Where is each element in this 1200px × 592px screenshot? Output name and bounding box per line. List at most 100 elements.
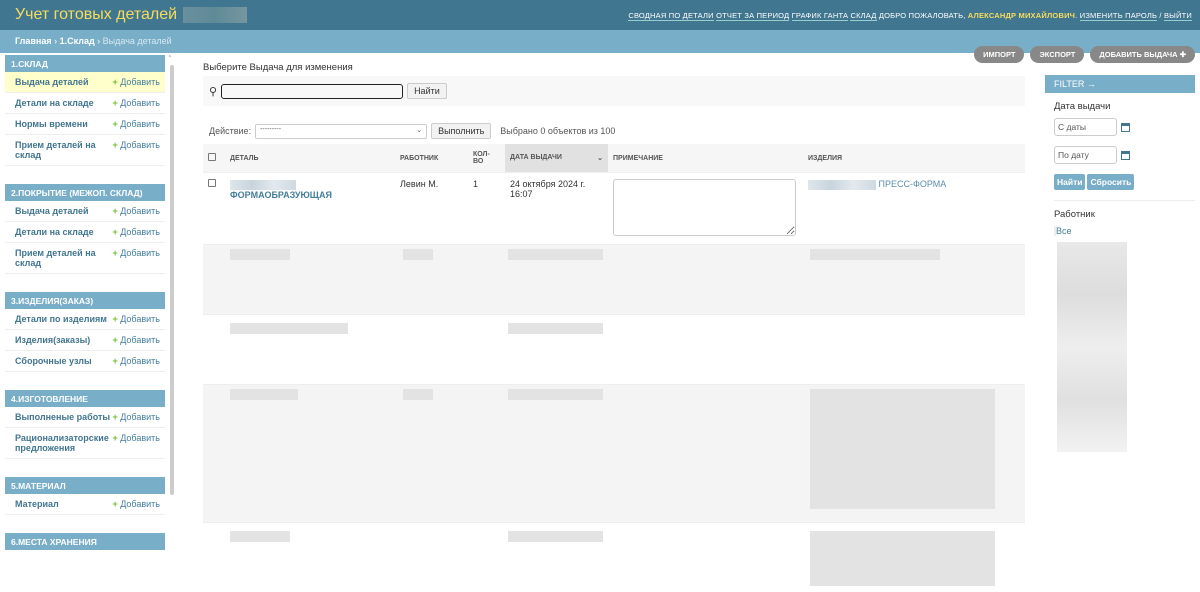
link-gantt[interactable]: График Ганта xyxy=(791,10,849,21)
header: Учет готовых деталей Сводная по детали О… xyxy=(0,0,1200,30)
plus-icon: ✚ xyxy=(1179,50,1186,59)
breadcrumb-section[interactable]: 1.Склад xyxy=(59,36,95,46)
plus-icon: + xyxy=(112,248,118,258)
date-cell: 24 октября 2024 г. 16:07 xyxy=(510,179,586,199)
sidebar-section-header[interactable]: 1.Склад xyxy=(5,55,165,72)
sidebar-section-header[interactable]: 3.Изделия(заказ) xyxy=(5,292,165,309)
plus-icon: + xyxy=(112,227,118,237)
sidebar-item: Изделия(заказы) + Добавить xyxy=(5,330,165,351)
redacted-row xyxy=(203,522,1025,592)
sidebar-add-link[interactable]: + Добавить xyxy=(112,140,160,160)
page-title: Выберите Выдача для изменения xyxy=(203,62,353,73)
sidebar-add-link[interactable]: + Добавить xyxy=(112,206,160,216)
sidebar-item-link[interactable]: Выполненые работы xyxy=(15,412,111,422)
sidebar-scrollbar[interactable]: ˄ xyxy=(168,55,176,569)
site-title-text: Учет готовых деталей xyxy=(15,6,178,23)
actions-bar: Действие: --------- ⌄ Выполнить Выбрано 0… xyxy=(203,123,1025,139)
run-action-button[interactable]: Выполнить xyxy=(431,123,492,139)
link-report[interactable]: Отчет за период xyxy=(716,10,790,21)
logout-link[interactable]: Выйти xyxy=(1163,10,1192,21)
sidebar-item-link[interactable]: Сборочные узлы xyxy=(15,356,92,366)
column-header-date[interactable]: Дата выдачи ⌄ xyxy=(505,144,608,173)
detail-link[interactable]: ФОРМАОБРАЗУЮЩАЯ xyxy=(230,189,332,200)
sidebar-add-link[interactable]: + Добавить xyxy=(112,356,160,366)
import-button[interactable]: Импорт xyxy=(974,46,1025,63)
chevron-down-icon: ⌄ xyxy=(416,126,423,134)
scrollbar-thumb[interactable] xyxy=(170,65,174,495)
column-header-worker[interactable]: Работник xyxy=(395,144,468,173)
filter-header[interactable]: FILTER → xyxy=(1045,75,1195,93)
sidebar-item-link[interactable]: Материал xyxy=(15,499,59,509)
sidebar-item: Нормы времени + Добавить xyxy=(5,114,165,135)
sidebar-item: Прием деталей на склад + Добавить xyxy=(5,243,165,274)
export-button[interactable]: Экспорт xyxy=(1030,46,1085,63)
action-select[interactable]: --------- ⌄ xyxy=(255,123,428,139)
breadcrumb-home[interactable]: Главная xyxy=(15,36,52,46)
sidebar-item-link[interactable]: Детали на складе xyxy=(15,227,94,237)
qty-cell: 1 xyxy=(473,179,479,189)
sidebar-add-link[interactable]: + Добавить xyxy=(112,119,160,129)
sidebar-section-header[interactable]: 4.Изготовление xyxy=(5,390,165,407)
column-header-product[interactable]: Изделия xyxy=(803,144,1025,173)
date-to-input[interactable]: По дату xyxy=(1054,146,1117,164)
sidebar-section: 3.Изделия(заказ) Детали по изделиям + Доба… xyxy=(5,292,165,372)
change-password-link[interactable]: Изменить пароль xyxy=(1079,10,1158,21)
filter-reset-button[interactable]: Сбросить xyxy=(1087,174,1135,190)
sidebar-add-link[interactable]: + Добавить xyxy=(112,227,160,237)
sidebar-section-header[interactable]: 5.Материал xyxy=(5,477,165,494)
site-title[interactable]: Учет готовых деталей xyxy=(15,6,248,24)
sidebar-add-link[interactable]: + Добавить xyxy=(112,412,160,422)
filter-date-title: Дата выдачи xyxy=(1054,101,1111,112)
sidebar-section-header[interactable]: 6.Места хранения xyxy=(5,533,165,550)
column-header-note[interactable]: Примечание xyxy=(608,144,803,173)
sidebar-add-link[interactable]: + Добавить xyxy=(112,433,160,453)
filter-apply-button[interactable]: Найти xyxy=(1054,174,1086,190)
search-icon: ⚲ xyxy=(209,85,218,98)
scroll-up-icon[interactable]: ˄ xyxy=(168,55,172,63)
link-summary[interactable]: Сводная по детали xyxy=(628,10,714,21)
content: Выберите Выдача для изменения ⚲ Найти Де… xyxy=(203,62,1025,592)
date-from-input[interactable]: С даты xyxy=(1054,118,1117,136)
sidebar-item-link[interactable]: Детали по изделиям xyxy=(15,314,107,324)
sidebar-add-link[interactable]: + Добавить xyxy=(112,314,160,324)
add-label: Добавить xyxy=(120,119,160,129)
sidebar-item: Сборочные узлы + Добавить xyxy=(5,351,165,372)
search-button[interactable]: Найти xyxy=(407,83,447,99)
add-label: Добавить xyxy=(120,248,160,258)
add-label: Добавить xyxy=(120,314,160,324)
sidebar-item-link[interactable]: Прием деталей на склад xyxy=(15,140,96,160)
sidebar-section: 2.Покрытие (межоп. склад) Выдача деталей +… xyxy=(5,184,165,274)
add-label: Добавить xyxy=(120,140,160,150)
sidebar-item-link[interactable]: Рационализаторские предложения xyxy=(15,433,109,453)
add-label: Добавить xyxy=(120,499,160,509)
sidebar-item-link[interactable]: Выдача деталей xyxy=(15,206,89,216)
sidebar-add-link[interactable]: + Добавить xyxy=(112,77,160,87)
note-textarea[interactable] xyxy=(613,179,796,236)
sidebar-add-link[interactable]: + Добавить xyxy=(112,248,160,268)
product-link[interactable]: ПРЕСС-ФОРМА xyxy=(878,179,947,189)
sidebar-add-link[interactable]: + Добавить xyxy=(112,335,160,345)
sidebar-item-link[interactable]: Прием деталей на склад xyxy=(15,248,96,268)
filter-all-link[interactable]: Все xyxy=(1054,226,1195,236)
column-header-qty[interactable]: Кол-во xyxy=(468,144,505,173)
calendar-icon[interactable] xyxy=(1121,122,1130,132)
calendar-icon[interactable] xyxy=(1121,150,1130,160)
sidebar-item-link[interactable]: Выдача деталей xyxy=(15,77,89,87)
plus-icon: + xyxy=(112,356,118,366)
user-name: Александр Михайлович xyxy=(967,10,1076,20)
sidebar-add-link[interactable]: + Добавить xyxy=(112,98,160,108)
select-all-checkbox[interactable] xyxy=(208,153,216,161)
column-header-detail[interactable]: Деталь xyxy=(225,144,395,173)
add-button[interactable]: Добавить Выдача ✚ xyxy=(1090,46,1195,63)
sidebar-item-link[interactable]: Изделия(заказы) xyxy=(15,335,91,345)
sidebar-item-link[interactable]: Детали на складе xyxy=(15,98,94,108)
search-input[interactable] xyxy=(221,83,404,99)
sidebar-add-link[interactable]: + Добавить xyxy=(112,499,160,509)
row-checkbox[interactable] xyxy=(208,179,216,187)
sidebar-section-header[interactable]: 2.Покрытие (межоп. склад) xyxy=(5,184,165,201)
add-button-label: Добавить Выдача xyxy=(1099,50,1178,59)
link-warehouse[interactable]: Склад xyxy=(850,10,877,21)
redacted-row xyxy=(203,384,1025,522)
sort-desc-icon[interactable]: ⌄ xyxy=(597,155,603,162)
sidebar-item-link[interactable]: Нормы времени xyxy=(15,119,88,129)
